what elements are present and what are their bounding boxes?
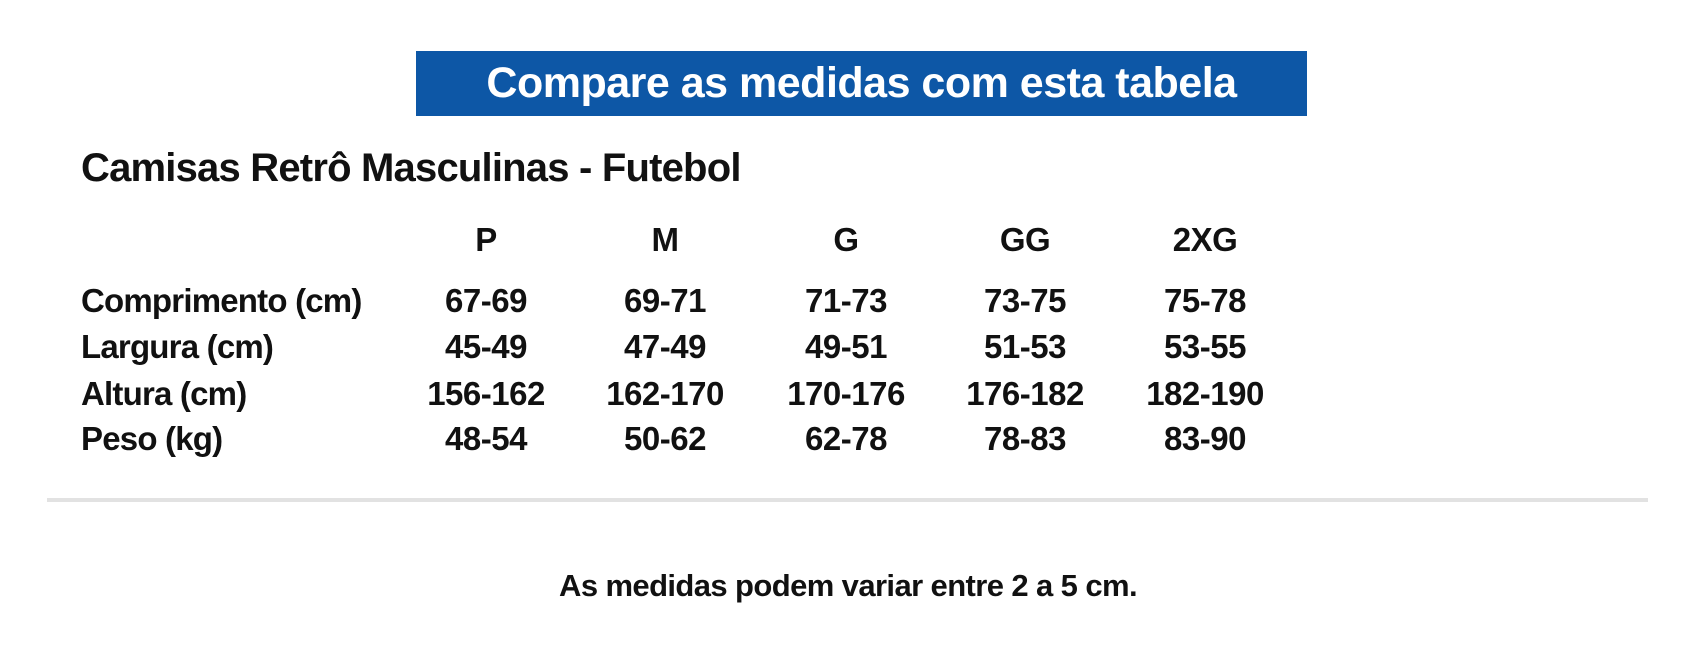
- table-cell: 62-78: [805, 420, 887, 457]
- table-cell: 176-182: [966, 375, 1084, 412]
- table-cell: 162-170: [606, 375, 724, 412]
- table-cell: 156-162: [427, 375, 545, 412]
- row-label: Peso (kg): [81, 420, 223, 457]
- table-cell: 48-54: [445, 420, 527, 457]
- table-cell: 47-49: [624, 328, 706, 365]
- table-cell: 71-73: [805, 282, 887, 319]
- table-cell: 83-90: [1164, 420, 1246, 457]
- row-label: Altura (cm): [81, 375, 247, 412]
- table-cell: 50-62: [624, 420, 706, 457]
- column-header: P: [475, 221, 497, 258]
- column-header: 2XG: [1172, 221, 1238, 258]
- table-cell: 53-55: [1164, 328, 1246, 365]
- column-header: M: [651, 221, 680, 258]
- table-cell: 78-83: [984, 420, 1066, 457]
- divider: [47, 498, 1648, 502]
- table-cell: 45-49: [445, 328, 527, 365]
- table-cell: 49-51: [805, 328, 887, 365]
- banner-title: Compare as medidas com esta tabela: [416, 51, 1307, 116]
- table-cell: 170-176: [787, 375, 905, 412]
- subtitle: Camisas Retrô Masculinas - Futebol: [81, 146, 741, 190]
- table-cell: 69-71: [624, 282, 706, 319]
- row-label: Comprimento (cm): [81, 282, 362, 319]
- table-cell: 182-190: [1146, 375, 1264, 412]
- column-header: GG: [999, 221, 1051, 258]
- table-cell: 67-69: [445, 282, 527, 319]
- column-header: G: [833, 221, 859, 258]
- row-label: Largura (cm): [81, 328, 274, 365]
- table-cell: 51-53: [984, 328, 1066, 365]
- table-cell: 75-78: [1164, 282, 1246, 319]
- table-cell: 73-75: [984, 282, 1066, 319]
- footer-note: As medidas podem variar entre 2 a 5 cm.: [559, 568, 1138, 603]
